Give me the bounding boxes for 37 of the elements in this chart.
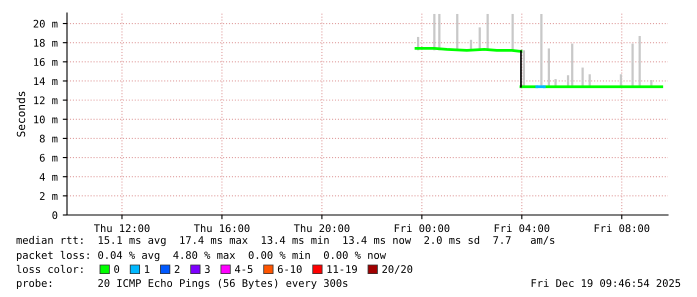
bar bbox=[433, 14, 436, 50]
y-tick-label: 16 m bbox=[34, 58, 58, 66]
y-tick-label: 6 m bbox=[40, 154, 58, 162]
x-tick-label: Thu 16:00 bbox=[194, 224, 250, 232]
x-tick-label: Thu 12:00 bbox=[94, 224, 150, 232]
legend-label: 11-19 bbox=[328, 265, 357, 274]
bar bbox=[512, 14, 514, 50]
y-tick-label: 2 m bbox=[40, 192, 58, 200]
legend-label: 4-5 bbox=[234, 265, 252, 274]
bar bbox=[456, 14, 458, 50]
y-axis-title: Seconds bbox=[16, 92, 26, 137]
y-tick-label: 20 m bbox=[34, 20, 58, 28]
text: packet loss: 0.04 % avg 4.80 % max 0.00 % min 0.00 % now bbox=[16, 250, 386, 262]
x-tick-label: Fri 00:00 bbox=[394, 224, 450, 232]
x-tick-label: Fri 04:00 bbox=[494, 224, 550, 232]
legend-label: 2 bbox=[174, 265, 180, 273]
legend-title: loss color: bbox=[16, 264, 82, 274]
legend-label: 1 bbox=[145, 265, 150, 273]
legend-label: 0 bbox=[114, 265, 120, 274]
y-tick-label: 8 m bbox=[40, 134, 58, 143]
y-tick-label: 18 m bbox=[34, 38, 58, 47]
y-tick-label: 10 m bbox=[34, 116, 58, 124]
text: median rtt: 15.1 ms avg 17.4 ms max 13.4 ms min 13.4 ms now 2.0 ms sd 7.7 am/s bbox=[16, 236, 554, 246]
y-tick-label: 4 m bbox=[40, 173, 58, 181]
y-tick-label: 14 m bbox=[34, 77, 58, 85]
y-tick-label: 12 m bbox=[34, 96, 58, 104]
legend-label: 6-10 bbox=[278, 265, 302, 274]
bar bbox=[438, 14, 440, 50]
legend-label: 3 bbox=[204, 265, 210, 274]
y-tick-label: 0 bbox=[52, 211, 58, 220]
x-tick-label: Fri 08:00 bbox=[594, 224, 650, 232]
text: Fri Dec 19 09:46:54 2025 bbox=[532, 278, 680, 288]
legend-label: 20/20 bbox=[382, 265, 412, 274]
bar bbox=[486, 14, 489, 50]
text: probe: 20 ICMP Echo Pings (56 Bytes) every 300s bbox=[16, 278, 348, 290]
x-tick-label: Thu 20:00 bbox=[294, 224, 350, 232]
bar bbox=[478, 27, 481, 50]
